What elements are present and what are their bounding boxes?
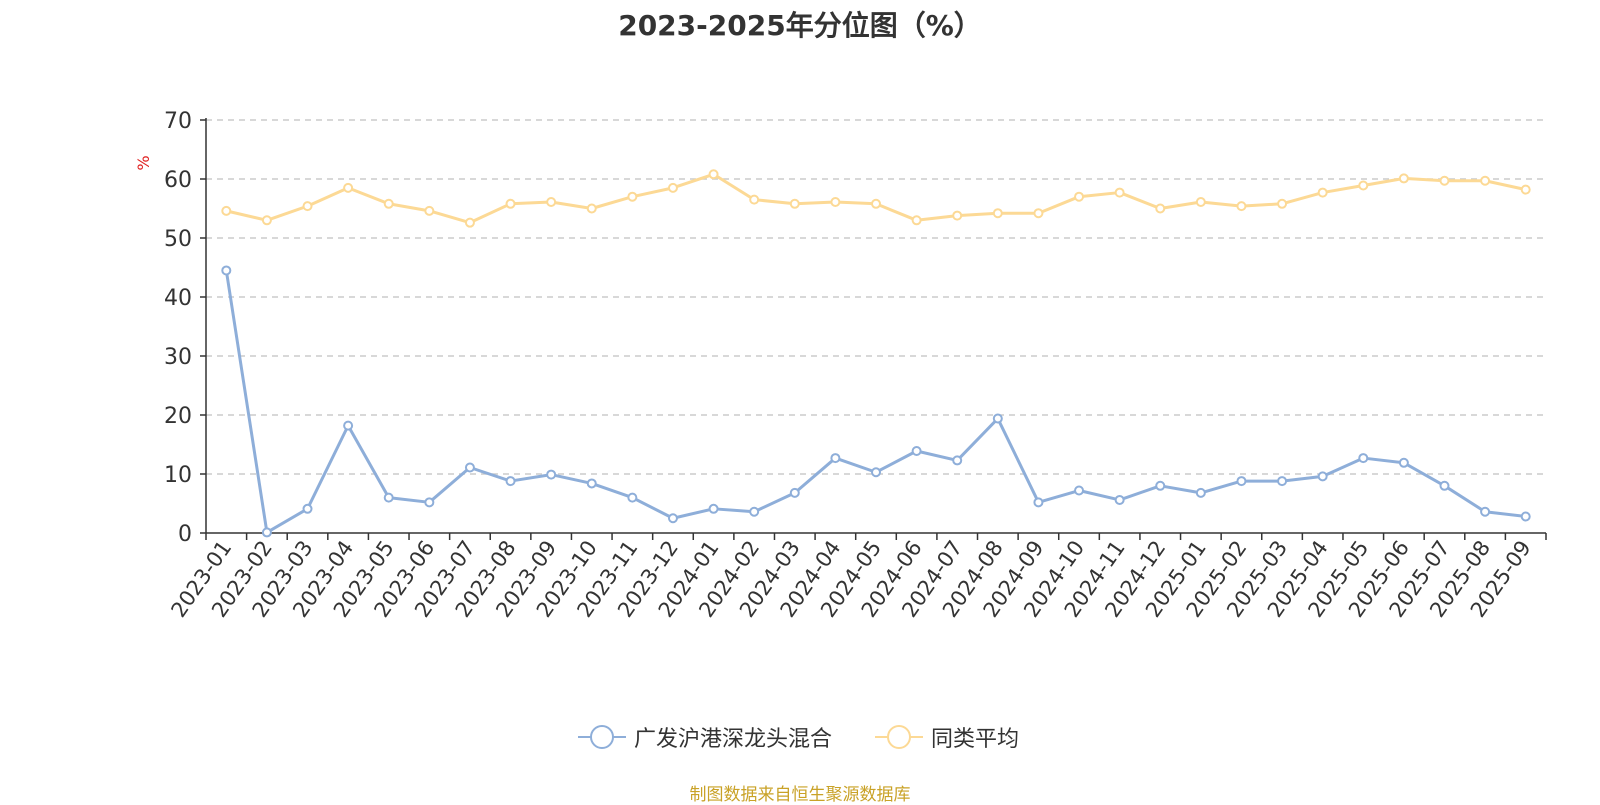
data-point xyxy=(1480,175,1491,186)
data-point xyxy=(1277,476,1288,487)
data-point xyxy=(1074,191,1085,202)
series-layer xyxy=(221,169,1531,538)
data-point xyxy=(1114,187,1125,198)
data-point xyxy=(1317,471,1328,482)
data-point xyxy=(1033,497,1044,508)
data-point xyxy=(871,467,881,478)
data-point xyxy=(1195,487,1206,498)
chart-title: 2023-2025年分位图（%） xyxy=(618,9,982,42)
data-point xyxy=(1398,457,1409,468)
data-point xyxy=(302,503,313,514)
y-tick-label: 70 xyxy=(164,109,192,134)
legend-item-fund[interactable]: 广发沪港深龙头混合 xyxy=(578,722,832,752)
y-tick-label: 0 xyxy=(178,522,192,547)
data-point xyxy=(911,445,922,456)
data-point xyxy=(1236,201,1247,212)
data-point xyxy=(952,455,963,466)
data-point xyxy=(1155,203,1166,214)
data-point xyxy=(221,265,232,276)
y-tick-label: 50 xyxy=(164,227,192,252)
data-point xyxy=(627,492,638,503)
data-point xyxy=(952,210,963,221)
data-point xyxy=(627,191,638,202)
legend-marker-fund-icon xyxy=(578,725,626,749)
data-point xyxy=(464,217,475,228)
y-tick-label: 40 xyxy=(164,286,192,311)
data-point xyxy=(302,201,313,212)
data-point xyxy=(789,487,800,498)
series-line-0 xyxy=(224,270,1526,534)
data-point xyxy=(424,205,435,216)
legend-label-fund: 广发沪港深龙头混合 xyxy=(634,727,833,752)
data-point xyxy=(708,169,719,180)
data-point xyxy=(1520,511,1531,522)
data-point xyxy=(992,208,1003,219)
data-point xyxy=(789,198,800,209)
data-point xyxy=(667,513,678,524)
y-tick-label: 20 xyxy=(164,404,192,429)
data-point xyxy=(1520,184,1531,195)
data-point xyxy=(1114,494,1125,505)
data-point xyxy=(505,476,516,487)
data-point xyxy=(1480,506,1491,517)
data-point xyxy=(383,198,394,209)
y-tick-label: 60 xyxy=(164,168,192,193)
data-point xyxy=(343,182,354,193)
data-point xyxy=(1358,453,1369,464)
data-point xyxy=(1398,173,1409,184)
data-point xyxy=(261,527,272,538)
data-point xyxy=(546,197,557,208)
data-point xyxy=(586,478,597,489)
y-axis-label: % xyxy=(134,155,153,170)
data-point xyxy=(992,413,1003,424)
data-point xyxy=(1277,198,1288,209)
legend-marker-average-icon xyxy=(875,725,923,749)
data-point xyxy=(1074,485,1085,496)
data-point xyxy=(1317,187,1328,198)
data-point xyxy=(1195,197,1206,208)
data-point xyxy=(1439,480,1450,491)
data-point xyxy=(871,198,881,209)
data-point xyxy=(383,492,394,503)
data-point xyxy=(911,215,922,226)
data-point xyxy=(1439,175,1450,186)
grid-layer xyxy=(206,119,1546,475)
data-point xyxy=(1236,476,1247,487)
data-point xyxy=(343,420,354,431)
data-point xyxy=(830,197,841,208)
data-point xyxy=(424,497,435,508)
data-point xyxy=(261,215,272,226)
data-point xyxy=(464,462,475,473)
data-point xyxy=(1033,208,1044,219)
data-point xyxy=(749,506,760,517)
legend-item-average[interactable]: 同类平均 xyxy=(875,722,1019,752)
data-point xyxy=(586,203,597,214)
source-note: 制图数据来自恒生聚源数据库 xyxy=(689,785,911,805)
y-tick-label: 10 xyxy=(164,463,192,488)
data-point xyxy=(708,503,719,514)
data-point xyxy=(221,205,232,216)
data-point xyxy=(667,182,678,193)
data-point xyxy=(546,469,557,480)
data-point xyxy=(1358,180,1369,191)
data-point xyxy=(830,453,841,464)
y-tick-label: 30 xyxy=(164,345,192,370)
data-point xyxy=(505,198,516,209)
series-line-1 xyxy=(225,172,1527,225)
legend-label-average: 同类平均 xyxy=(931,727,1020,752)
data-point xyxy=(1155,480,1166,491)
data-point xyxy=(749,194,760,205)
